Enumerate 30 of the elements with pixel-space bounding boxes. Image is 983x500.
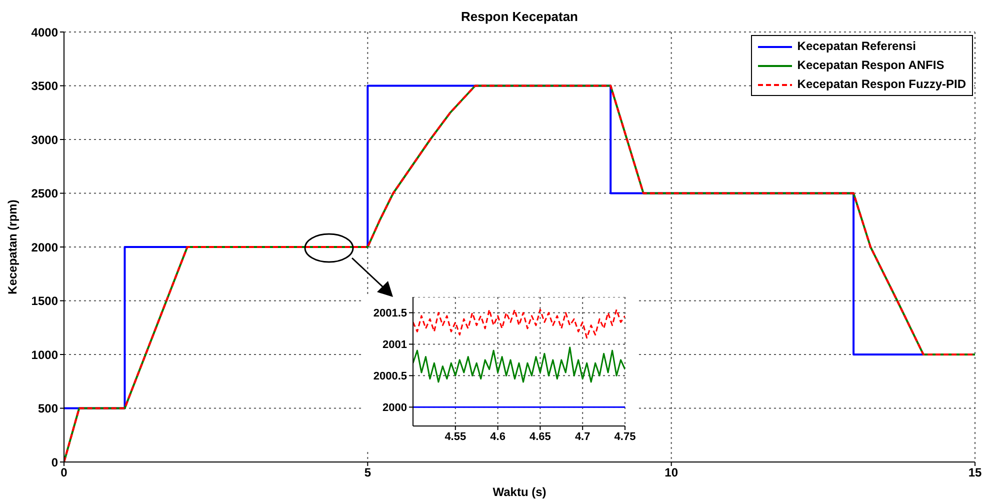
y-tick-label: 500 xyxy=(38,402,58,416)
y-tick-label: 4000 xyxy=(31,25,58,40)
x-axis-title: Waktu (s) xyxy=(492,485,546,499)
y-tick-label: 2000 xyxy=(382,402,407,414)
x-tick-label: 4.75 xyxy=(614,430,636,443)
x-tick-label: 4.55 xyxy=(444,430,466,443)
y-tick-label: 2500 xyxy=(31,186,58,201)
legend-label: Kecepatan Respon ANFIS xyxy=(797,57,944,74)
x-tick-label: 15 xyxy=(968,466,982,480)
line-series xyxy=(413,346,625,383)
y-tick-label: 1500 xyxy=(31,294,58,308)
x-tick-label: 0 xyxy=(60,466,68,480)
chart-title: Respon Kecepatan xyxy=(460,9,580,24)
x-tick-label: 4.65 xyxy=(529,430,551,443)
legend-label: Kecepatan Respon Fuzzy-PID xyxy=(797,76,966,93)
line-series xyxy=(413,308,625,339)
x-tick-label: 5 xyxy=(364,466,372,480)
legend-label: Kecepatan Referensi xyxy=(797,38,916,55)
y-tick-label: 0 xyxy=(51,455,58,470)
x-tick-label: 4.7 xyxy=(574,430,590,443)
y-tick-label: 2000 xyxy=(31,240,58,254)
y-tick-label: 3500 xyxy=(31,79,58,94)
y-tick-label: 2001 xyxy=(382,339,407,352)
y-tick-label: 2001.5 xyxy=(373,308,407,320)
y-tick-label: 2000.5 xyxy=(373,370,407,383)
y-tick-label: 1000 xyxy=(31,348,58,362)
x-tick-label: 4.6 xyxy=(490,430,506,443)
y-axis-title: Kecepatan (rpm) xyxy=(5,200,20,294)
y-tick-label: 3000 xyxy=(31,132,58,147)
x-tick-label: 10 xyxy=(664,466,678,480)
